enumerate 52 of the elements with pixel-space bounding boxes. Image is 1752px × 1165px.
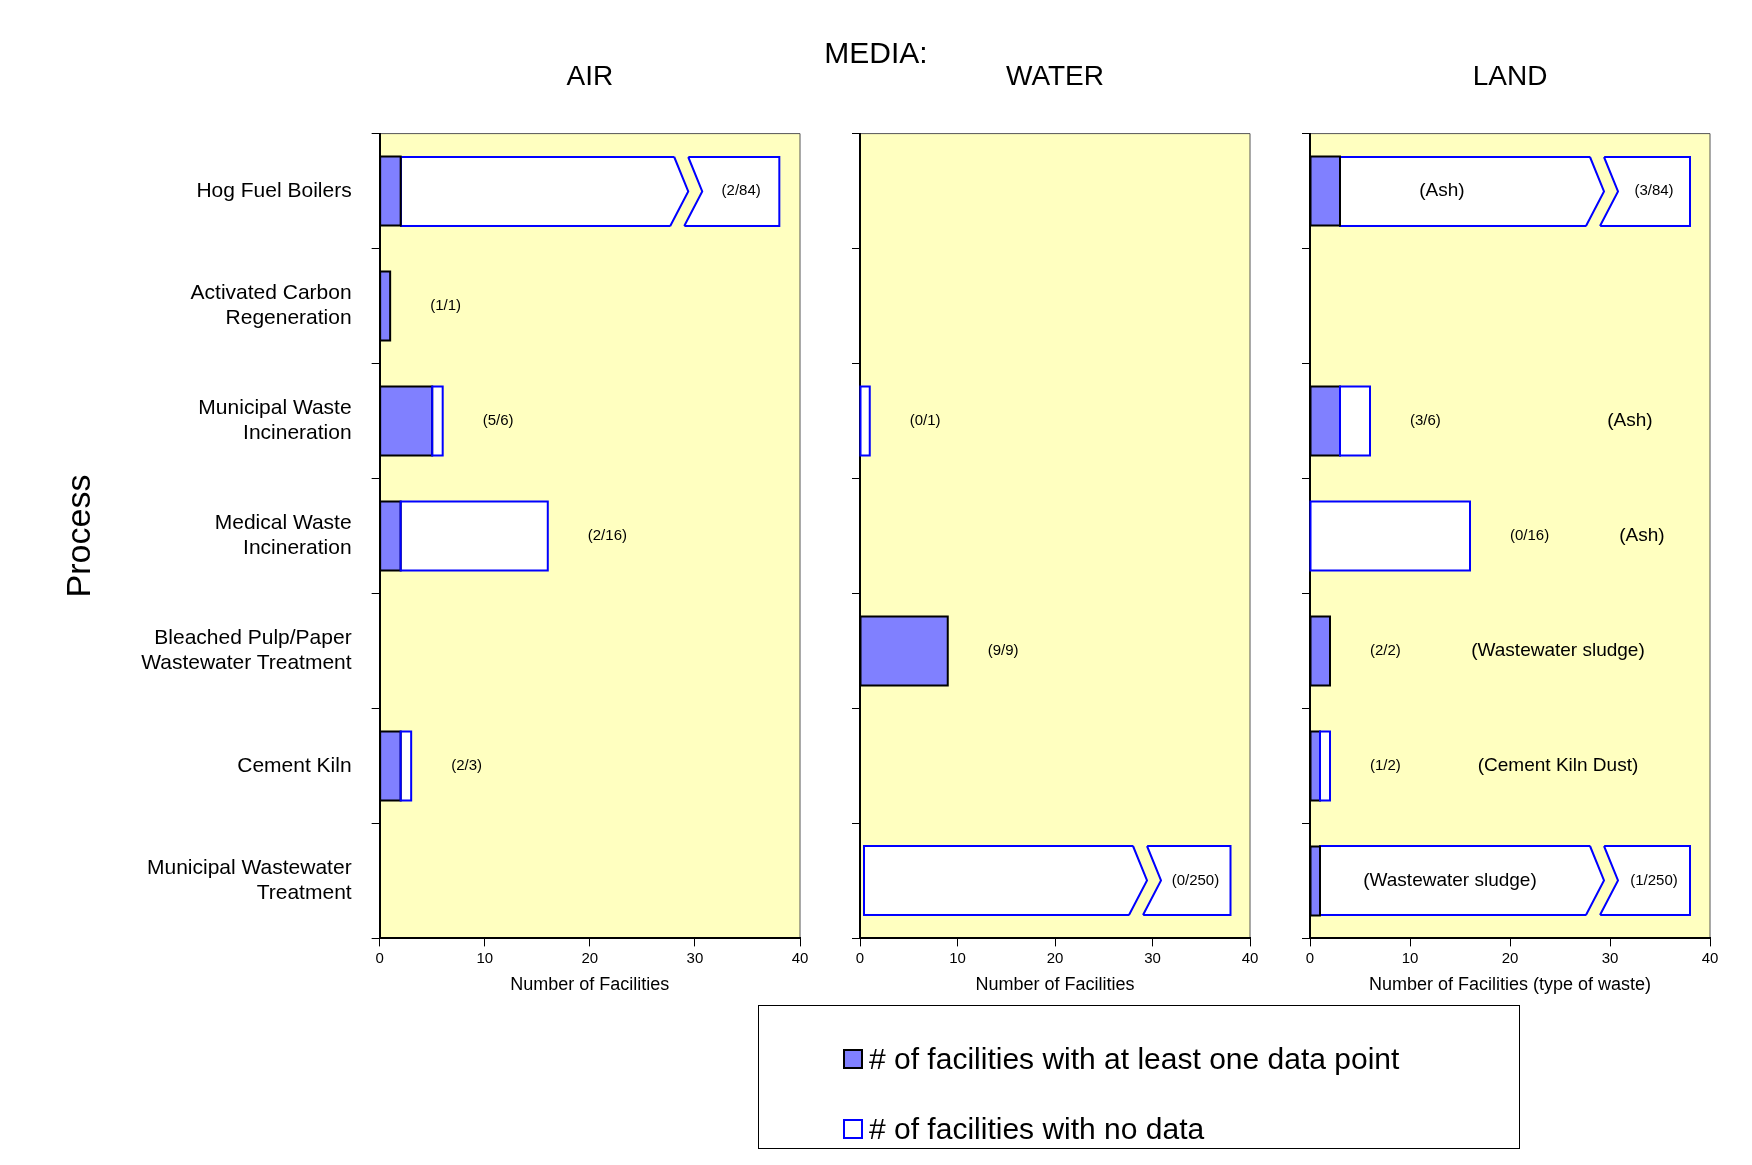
x-tick-label: 30 [1144, 948, 1161, 966]
x-tick-label: 20 [581, 948, 599, 966]
x-axis-title: Number of Facilities [975, 974, 1135, 995]
data-label: (0/16) [1510, 526, 1550, 544]
y-tick-label: Municipal Wastewater Treatment [147, 855, 352, 904]
x-tick-label: 0 [375, 948, 384, 966]
chart-title: AIR [566, 59, 614, 91]
data-label: (1/2) [1370, 756, 1401, 774]
y-tick-label: Bleached Pulp/Paper Wastewater Treatment [141, 625, 352, 674]
y-tick-label: Municipal Waste Incineration [198, 395, 352, 444]
x-tick-label: 10 [1401, 948, 1419, 966]
annotation: (Ash) [1619, 524, 1665, 546]
text: (1/250) [1630, 871, 1678, 889]
annotation: (Ash) [1607, 409, 1653, 431]
text: (3/84) [1634, 181, 1674, 199]
y-tick-label: Medical Waste Incineration [214, 510, 352, 559]
x-tick-label: 20 [1046, 948, 1064, 966]
x-tick-label: 10 [476, 948, 494, 966]
data-label: (2/2) [1370, 641, 1401, 659]
x-tick-label: 10 [949, 948, 966, 966]
x-tick-label: 0 [855, 948, 865, 966]
annotation: (Cement Kiln Dust) [1477, 754, 1639, 776]
y-axis-title: Process [58, 474, 97, 598]
x-tick-label: 40 [791, 948, 809, 966]
x-axis-title: Number of Facilities [510, 974, 670, 995]
x-tick-label: 40 [1701, 948, 1719, 966]
data-label: (0/1) [909, 411, 941, 429]
x-tick-label: 40 [1241, 948, 1259, 966]
data-label: (9/9) [987, 641, 1019, 659]
y-tick-label: Activated Carbon Regeneration [190, 280, 352, 329]
annotation: (Ash) [1419, 179, 1465, 201]
y-tick-label: Hog Fuel Boilers [196, 177, 352, 201]
x-tick-label: 30 [1601, 948, 1619, 966]
legend-label: # of facilities with no data [869, 1112, 1205, 1146]
data-label: (2/16) [587, 526, 627, 544]
data-label: (1/1) [430, 296, 461, 314]
x-tick-label: 0 [1305, 948, 1315, 966]
data-label: (2/3) [451, 756, 483, 774]
data-label: (5/6) [482, 411, 514, 429]
chart-title: LAND [1472, 59, 1548, 91]
x-tick-label: 20 [1501, 948, 1519, 966]
annotation: (Wastewater sludge) [1471, 639, 1645, 661]
text: (2/84) [721, 181, 761, 199]
text: (0/250) [1171, 871, 1220, 889]
y-tick-label: Cement Kiln [237, 752, 352, 776]
chart-subtitle: MEDIA: [824, 36, 928, 69]
legend-label: # of facilities with at least one data point [869, 1042, 1400, 1076]
data-label: (3/6) [1410, 411, 1441, 429]
x-axis-title: Number of Facilities (type of waste) [1368, 974, 1652, 995]
chart-title: WATER [1006, 59, 1104, 91]
annotation: (Wastewater sludge) [1363, 869, 1537, 891]
x-tick-label: 30 [686, 948, 704, 966]
